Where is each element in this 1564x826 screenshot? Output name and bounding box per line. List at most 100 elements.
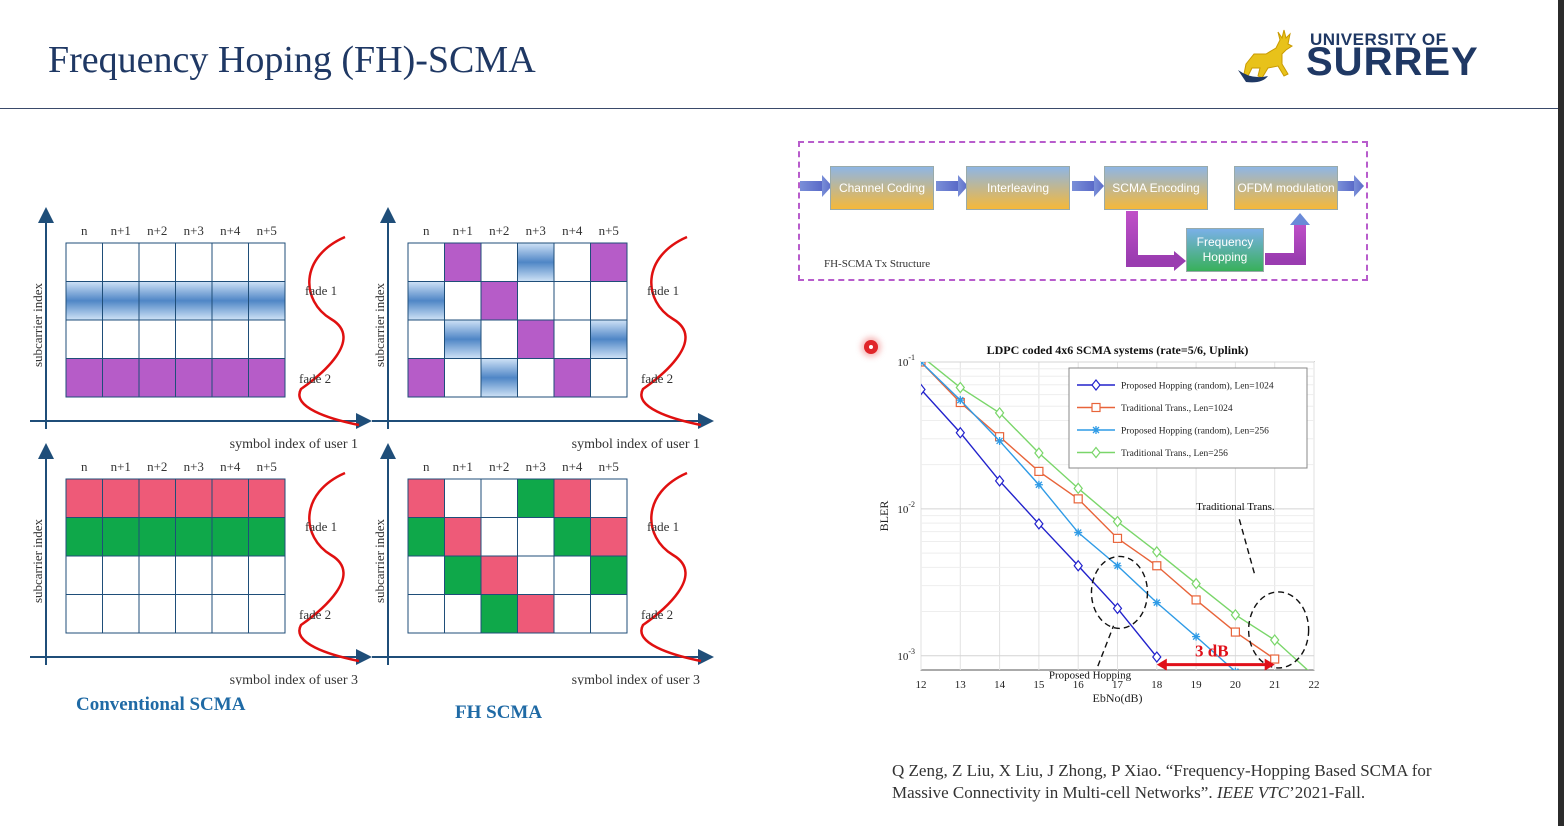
arrow-input <box>800 175 832 197</box>
column-label: n+4 <box>562 459 583 474</box>
grid-cell <box>590 319 628 359</box>
grid-cell <box>553 555 591 595</box>
logo-surrey-text: SURREY <box>1306 40 1479 84</box>
grid-cell <box>102 358 140 398</box>
data-point <box>1152 545 1162 558</box>
arrow-interleaving-to-scma <box>1072 175 1104 197</box>
grid-cell <box>248 594 286 634</box>
grid-cell <box>211 242 249 282</box>
column-label: n+4 <box>562 223 583 238</box>
data-point <box>1092 426 1100 434</box>
x-tick-label: 16 <box>1073 679 1085 691</box>
grid-cell <box>175 594 213 634</box>
window-edge <box>1558 0 1564 826</box>
tx-structure-diagram <box>798 141 1368 281</box>
traditional-ellipse <box>1247 591 1310 669</box>
reference-venue: IEEE VTC <box>1216 783 1290 802</box>
grid-cell <box>590 281 628 321</box>
grid-cell <box>138 478 176 518</box>
grid-cell <box>102 319 140 359</box>
grid-cell <box>444 242 482 282</box>
grid-cell <box>248 478 286 518</box>
chart-legend: Proposed Hopping (random), Len=1024 Tradi… <box>1068 367 1308 469</box>
grid-cell <box>138 555 176 595</box>
fade-2-label: fade 2 <box>299 607 331 622</box>
x-tick-label: 21 <box>1269 679 1280 691</box>
grid-fh-user1: n n+1 n+2 n+3 n+4 n+5 subcarrier index symbol i… <box>372 207 714 452</box>
column-label: n+2 <box>489 223 509 238</box>
grid-cell <box>407 594 445 634</box>
grid-cell <box>517 242 555 282</box>
x-tick-label: 19 <box>1191 679 1203 691</box>
annotation-traditional: Traditional Trans. <box>1196 501 1275 513</box>
x-tick-label: 18 <box>1151 679 1163 691</box>
annotation-proposed: Proposed Hopping <box>1049 670 1132 682</box>
y-tick-label: 10-2 <box>897 500 915 516</box>
grid-cell <box>65 555 103 595</box>
grid-cell <box>138 517 176 557</box>
grid-cell <box>65 358 103 398</box>
data-point <box>921 383 926 396</box>
y-axis-label: subcarrier index <box>30 518 45 603</box>
y-tick-label: 10-1 <box>897 353 915 369</box>
grid-cell <box>138 358 176 398</box>
grid-cell <box>517 594 555 634</box>
grid-cell <box>175 358 213 398</box>
x-axis-label: symbol index of user 3 <box>572 673 700 685</box>
column-label: n+3 <box>184 459 204 474</box>
subcarrier-grids-figure: n n+1 n+2 n+3 n+4 n+5 subcarrier index symbol i… <box>30 207 714 685</box>
grid-cell <box>480 555 518 595</box>
data-point <box>1192 632 1201 641</box>
x-tick-label: 13 <box>955 679 967 691</box>
grid-cell <box>102 281 140 321</box>
grid-cell <box>480 517 518 557</box>
grid-cell <box>553 281 591 321</box>
fade-curve <box>640 471 702 663</box>
data-point <box>917 351 925 361</box>
grid-cell <box>248 281 286 321</box>
column-label: n+4 <box>220 223 241 238</box>
grid-cell <box>480 358 518 398</box>
y-axis-label: subcarrier index <box>372 282 387 367</box>
block-interleaving: Interleaving <box>966 166 1070 210</box>
grid-cell <box>102 478 140 518</box>
grid-cell <box>248 517 286 557</box>
column-label: n+2 <box>489 459 509 474</box>
x-tick-label: 15 <box>1033 679 1045 691</box>
data-point <box>1191 577 1201 590</box>
grid-cell <box>211 281 249 321</box>
x-axis-label: symbol index of user 3 <box>230 673 358 685</box>
grid-cell <box>444 555 482 595</box>
reference-year: ’2021-Fall. <box>1289 783 1366 802</box>
grid-cell <box>407 517 445 557</box>
grid-cell <box>65 281 103 321</box>
fade-curve <box>298 235 360 427</box>
annotation-gain: 3 dB <box>1195 642 1229 661</box>
column-label: n <box>81 223 88 238</box>
data-point <box>994 406 1005 419</box>
y-axis-label: subcarrier index <box>372 518 387 603</box>
fade-1-label: fade 1 <box>647 519 679 534</box>
grid-cell <box>590 358 628 398</box>
column-label: n+2 <box>147 223 167 238</box>
data-point <box>1073 482 1083 495</box>
x-tick-label: 14 <box>994 679 1006 691</box>
grid-cell <box>517 517 555 557</box>
data-point <box>1034 466 1044 476</box>
grid-cell <box>211 319 249 359</box>
gain-arrowhead-left <box>1156 658 1167 671</box>
grid-fh-user3: n n+1 n+2 n+3 n+4 n+5 subcarrier index symbol i… <box>372 443 714 685</box>
block-scma-encoding: SCMA Encoding <box>1104 166 1208 210</box>
data-point <box>1034 447 1044 459</box>
grid-cell <box>444 478 482 518</box>
fade-1-label: fade 1 <box>647 283 679 298</box>
arrow-hopping-to-ofdm <box>1265 213 1310 265</box>
grid-cell <box>211 358 249 398</box>
reference-line-2-text: Massive Connectivity in Multi-cell Netwo… <box>892 783 1213 802</box>
grid-cell <box>138 319 176 359</box>
data-point <box>1073 559 1083 572</box>
grid-cell <box>407 555 445 595</box>
grid-cell <box>175 319 213 359</box>
grid-cell <box>102 242 140 282</box>
grid-cell <box>248 242 286 282</box>
